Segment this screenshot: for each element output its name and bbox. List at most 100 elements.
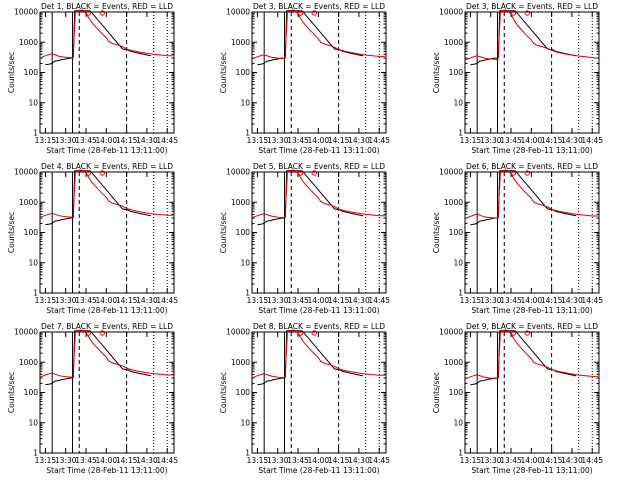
panel-4: Det 4, BLACK = Events, RED = LLD Counts/s…	[7, 162, 178, 315]
x-tick-label: 14:15	[116, 456, 138, 465]
y-tick-label: 100	[236, 68, 251, 77]
x-tick-label: 14:45	[368, 456, 390, 465]
x-tick-label: 14:30	[561, 456, 583, 465]
panel-9: Det 9, BLACK = Events, RED = LLD Counts/s…	[432, 322, 603, 475]
y-tick-label: 10000	[14, 168, 38, 177]
y-tick-label: 10	[240, 98, 250, 107]
y-tick-label: 100	[236, 228, 251, 237]
y-axis-label: Counts/sec	[432, 212, 441, 253]
y-tick-label: 1	[245, 289, 250, 298]
y-tick-label: 100	[449, 228, 464, 237]
saturation-mark	[297, 10, 304, 16]
saturation-mark	[99, 330, 105, 336]
x-tick-label: 14:45	[581, 456, 603, 465]
x-tick-label: 14:45	[581, 136, 603, 145]
y-tick-label: 1000	[231, 198, 250, 207]
x-tick-label: 13:15	[460, 136, 482, 145]
saturation-mark	[311, 330, 317, 336]
x-axis-label: Start Time (28-Feb-11 13:11:00)	[471, 146, 592, 155]
y-tick-label: 10	[240, 258, 250, 267]
lld-series	[39, 169, 173, 218]
saturation-mark	[85, 170, 92, 176]
x-tick-label: 14:30	[561, 136, 583, 145]
lld-series	[464, 169, 598, 219]
x-tick-label: 14:00	[96, 136, 118, 145]
y-tick-label: 10	[240, 418, 250, 427]
x-tick-label: 14:00	[308, 296, 330, 305]
x-tick-label: 14:15	[541, 456, 563, 465]
x-tick-label: 14:15	[116, 296, 138, 305]
y-tick-label: 100	[449, 68, 464, 77]
saturation-mark	[524, 170, 530, 176]
saturation-mark	[311, 10, 317, 16]
panel-1: Det 1, BLACK = Events, RED = LLD Counts/s…	[7, 2, 178, 155]
x-tick-label: 13:30	[480, 136, 502, 145]
saturation-mark	[524, 10, 530, 16]
y-tick-label: 1000	[19, 38, 38, 47]
panel-title: Det 6, BLACK = Events, RED = LLD	[466, 162, 598, 171]
x-tick-label: 13:45	[75, 136, 97, 145]
saturation-mark	[297, 330, 304, 336]
y-tick-label: 100	[24, 388, 39, 397]
panel-6: Det 6, BLACK = Events, RED = LLD Counts/s…	[432, 162, 603, 315]
x-tick-label: 14:30	[561, 296, 583, 305]
x-tick-label: 13:30	[267, 296, 289, 305]
x-tick-label: 13:15	[35, 456, 57, 465]
events-series	[45, 170, 152, 226]
y-tick-label: 1000	[444, 358, 463, 367]
x-tick-label: 14:15	[541, 296, 563, 305]
y-tick-label: 1000	[444, 38, 463, 47]
x-tick-label: 14:45	[156, 296, 178, 305]
panel-5: Det 5, BLACK = Events, RED = LLD Counts/s…	[219, 162, 390, 315]
panel-7: Det 7, BLACK = Events, RED = LLD Counts/s…	[7, 322, 178, 475]
y-axis-label: Counts/sec	[432, 372, 441, 413]
events-series	[257, 10, 364, 66]
lld-series	[251, 169, 385, 219]
x-tick-label: 14:15	[116, 136, 138, 145]
events-series	[470, 330, 577, 386]
x-tick-label: 13:30	[480, 456, 502, 465]
x-tick-label: 14:15	[541, 136, 563, 145]
y-tick-label: 1	[33, 289, 38, 298]
saturation-mark	[510, 10, 517, 16]
events-series	[470, 170, 577, 226]
x-tick-label: 13:30	[55, 456, 77, 465]
panel-3: Det 3, BLACK = Events, RED = LLD Counts/s…	[432, 2, 603, 155]
y-tick-label: 10	[453, 418, 463, 427]
x-tick-label: 14:15	[328, 296, 350, 305]
x-tick-label: 14:00	[308, 136, 330, 145]
x-tick-label: 14:00	[521, 296, 543, 305]
saturation-mark	[510, 330, 517, 336]
x-tick-label: 14:30	[348, 456, 370, 465]
panel-title: Det 3, BLACK = Events, RED = LLD	[253, 2, 385, 11]
x-tick-label: 14:00	[96, 456, 118, 465]
x-tick-label: 14:15	[328, 456, 350, 465]
panel-title: Det 1, BLACK = Events, RED = LLD	[41, 2, 173, 11]
x-tick-label: 14:00	[521, 456, 543, 465]
y-tick-label: 1	[458, 289, 463, 298]
saturation-mark	[99, 170, 105, 176]
x-axis-label: Start Time (28-Feb-11 13:11:00)	[46, 466, 167, 475]
y-axis-label: Counts/sec	[219, 52, 228, 93]
y-tick-label: 1	[33, 449, 38, 458]
x-tick-label: 14:45	[156, 456, 178, 465]
y-tick-label: 100	[449, 388, 464, 397]
y-tick-label: 10000	[439, 8, 463, 17]
y-tick-label: 10000	[226, 328, 250, 337]
y-tick-label: 1000	[19, 198, 38, 207]
x-tick-label: 13:15	[247, 456, 269, 465]
y-tick-label: 1	[245, 449, 250, 458]
x-tick-label: 13:45	[500, 456, 522, 465]
lld-series	[251, 329, 385, 379]
y-tick-label: 1000	[231, 38, 250, 47]
y-tick-label: 10	[28, 418, 38, 427]
x-tick-label: 14:30	[136, 136, 158, 145]
panel-title: Det 9, BLACK = Events, RED = LLD	[466, 322, 598, 331]
x-tick-label: 14:15	[328, 136, 350, 145]
panel-8: Det 8, BLACK = Events, RED = LLD Counts/s…	[219, 322, 390, 475]
saturation-mark	[85, 10, 92, 16]
x-axis-label: Start Time (28-Feb-11 13:11:00)	[258, 466, 379, 475]
y-tick-label: 1	[245, 129, 250, 138]
y-axis-label: Counts/sec	[7, 372, 16, 413]
